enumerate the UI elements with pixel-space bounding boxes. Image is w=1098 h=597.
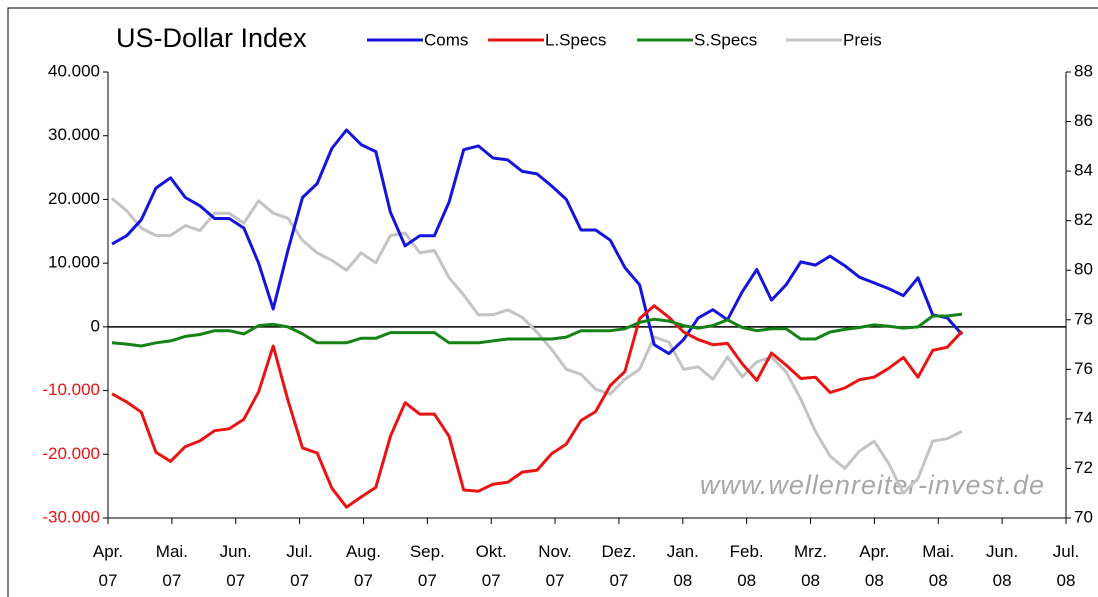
y2-tick-label: 82 [1074,210,1093,229]
x-tick-label: Jan. 08 [666,542,699,590]
x-tick-label: Nov. 07 [538,542,572,590]
x-tick-label: Mai. 07 [155,542,188,590]
x-tick-label: Feb. 08 [729,542,764,590]
x-tick-label: Apr. 08 [859,542,890,590]
legend-label: L.Specs [545,30,606,49]
x-tick-label: Jun. 07 [219,542,252,590]
y-tick-label: 30.000 [48,125,100,144]
x-tick-label: Sep. 07 [409,542,445,590]
series-line [111,197,963,495]
x-tick-label: Dez. 07 [601,542,637,590]
y-tick-label: -10.000 [42,380,100,399]
x-tick-label: Apr. 07 [92,542,124,590]
y2-tick-label: 86 [1074,111,1093,130]
y2-tick-label: 88 [1074,61,1093,80]
legend-label: S.Specs [694,30,757,49]
legend-label: Coms [424,30,468,49]
x-tick-label: Aug. 07 [345,542,381,590]
x-tick-label: Mrz. 08 [794,542,828,590]
y2-tick-label: 80 [1074,260,1093,279]
x-tick-label: Jul. 07 [286,542,313,590]
y2-tick-label: 76 [1074,359,1093,378]
chart-title: US-Dollar Index [116,23,307,53]
y2-tick-label: 78 [1074,309,1093,328]
y-tick-label: 0 [91,316,100,335]
chart-frame [7,7,1098,597]
x-tick-label: Jul. 08 [1052,542,1080,590]
y-tick-label: -30.000 [42,507,100,526]
y-tick-label: 20.000 [48,189,100,208]
y2-tick-label: 84 [1074,161,1093,180]
x-tick-label: Okt. 07 [475,542,507,590]
series-line [111,304,964,509]
y2-tick-label: 74 [1074,408,1093,427]
series-line [111,312,963,348]
watermark: www.wellenreiter-invest.de [700,470,1045,500]
legend-label: Preis [843,30,882,49]
y-tick-label: -20.000 [42,444,100,463]
y2-tick-label: 70 [1074,507,1093,526]
y-tick-label: 40.000 [48,61,100,80]
y2-tick-label: 72 [1074,458,1093,477]
y-tick-label: 10.000 [48,253,100,272]
x-tick-label: Mai. 08 [922,542,955,590]
series-line [111,128,964,356]
x-tick-label: Jun. 08 [986,542,1019,590]
